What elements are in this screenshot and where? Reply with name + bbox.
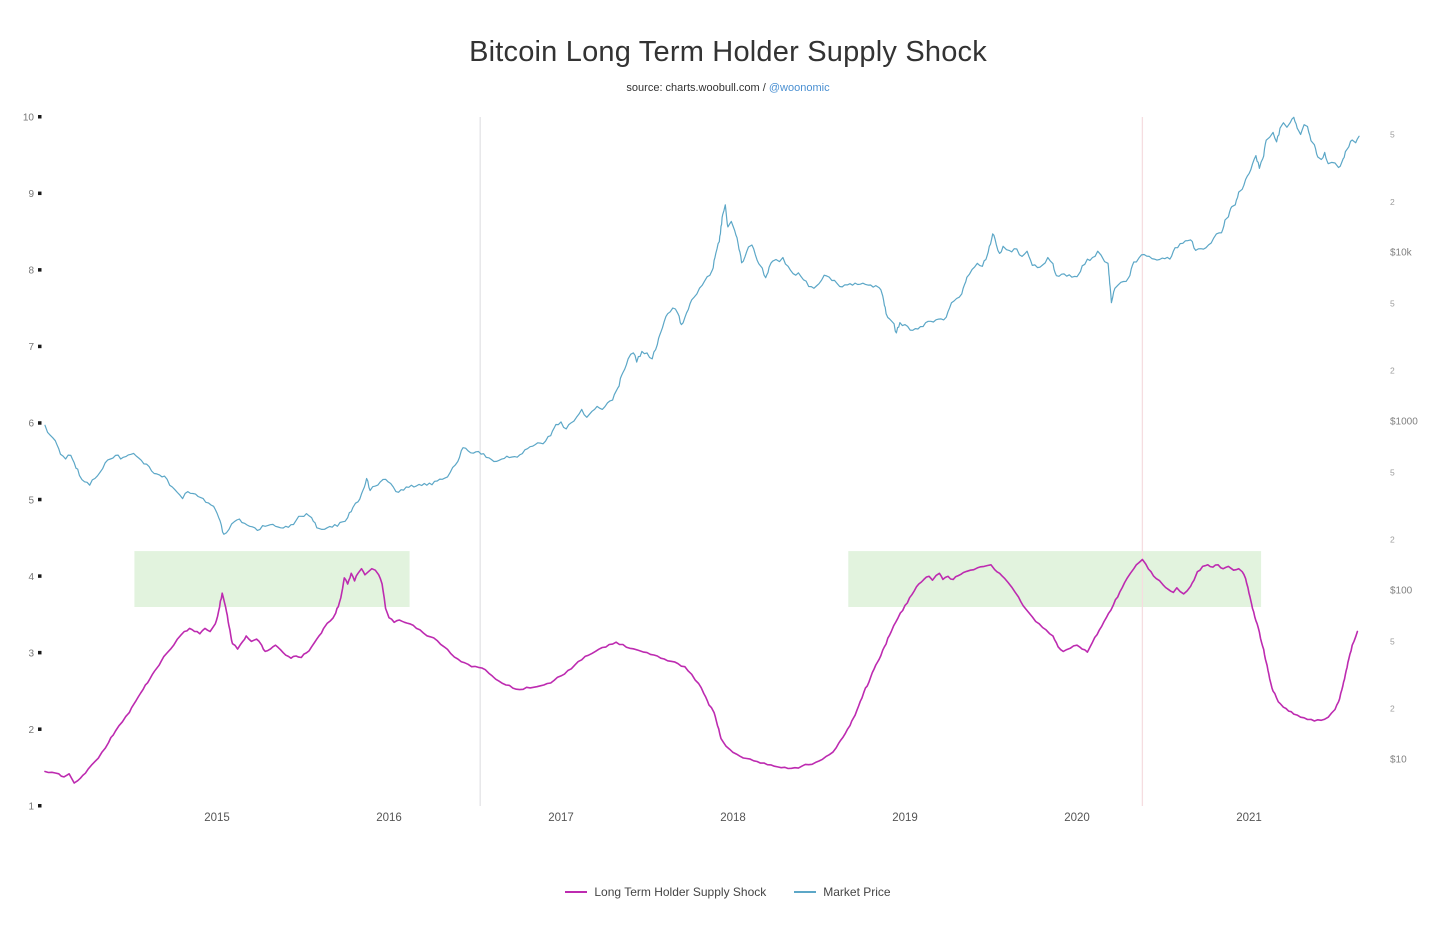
left-axis-tick-square xyxy=(38,191,42,196)
right-axis-tick-label: 2 xyxy=(1390,197,1395,207)
left-axis-tick-square xyxy=(38,344,42,349)
left-axis-tick-label: 9 xyxy=(28,189,34,200)
right-axis-tick-label: 2 xyxy=(1390,535,1395,545)
right-axis-tick-label: 2 xyxy=(1390,366,1395,376)
left-axis-tick-square xyxy=(38,574,42,578)
right-axis-tick-label: 5 xyxy=(1390,130,1395,140)
right-axis-tick-label: $100 xyxy=(1390,585,1413,596)
right-axis-tick-label: 5 xyxy=(1390,298,1395,308)
left-axis-tick-square xyxy=(38,804,42,808)
supply-shock-series-line xyxy=(44,558,1359,784)
left-axis-tick-label: 4 xyxy=(28,572,34,583)
source-text: source: charts.woobull.com / xyxy=(626,82,769,94)
legend-label-supply-shock: Long Term Holder Supply Shock xyxy=(594,885,767,899)
left-axis-tick-square xyxy=(38,268,42,272)
page-title: Bitcoin Long Term Holder Supply Shock xyxy=(469,36,987,68)
right-axis-tick-label: 5 xyxy=(1390,467,1395,477)
woonomic-link[interactable]: @woonomic xyxy=(768,82,830,94)
legend-label-market-price: Market Price xyxy=(823,885,891,899)
x-axis-tick-label: 2016 xyxy=(376,812,402,824)
x-axis-tick-label: 2015 xyxy=(204,812,230,824)
left-axis-tick-square xyxy=(38,650,42,655)
left-axis-tick-label: 2 xyxy=(28,725,34,736)
x-axis-tick-label: 2018 xyxy=(720,812,746,824)
left-axis-tick-label: 7 xyxy=(28,342,34,353)
market-price-line-swatch xyxy=(794,891,817,893)
legend-item-supply-shock[interactable]: Long Term Holder Supply Shock xyxy=(565,885,766,899)
right-axis-tick-label: $10k xyxy=(1390,248,1413,259)
x-axis-tick-label: 2020 xyxy=(1064,812,1090,824)
left-axis-tick-label: 3 xyxy=(28,648,34,659)
left-axis-tick-square xyxy=(38,727,42,731)
chart-source: source: charts.woobull.com / @woonomic xyxy=(0,82,1456,94)
x-axis-tick-label: 2021 xyxy=(1236,812,1262,824)
accumulation-band-1 xyxy=(134,551,410,607)
accumulation-band-2 xyxy=(848,551,1262,607)
left-axis-tick-label: 8 xyxy=(28,266,34,277)
left-axis-tick-label: 5 xyxy=(28,495,34,506)
legend-item-market-price[interactable]: Market Price xyxy=(794,885,891,899)
supply-shock-line-swatch xyxy=(565,891,588,893)
right-axis-tick-label: $10 xyxy=(1390,754,1407,765)
x-axis-tick-label: 2017 xyxy=(548,812,574,824)
left-axis-tick-square xyxy=(38,421,42,425)
market-price-series-line xyxy=(44,116,1360,535)
left-axis-tick-label: 6 xyxy=(28,419,34,430)
right-axis-tick-label: $1000 xyxy=(1390,417,1418,428)
right-axis-tick-label: 2 xyxy=(1390,704,1395,714)
left-axis-tick-label: 10 xyxy=(23,113,35,124)
left-axis-tick-label: 1 xyxy=(28,802,34,813)
right-axis-tick-label: 5 xyxy=(1390,636,1395,646)
left-axis-tick-square xyxy=(38,497,42,502)
legend: Long Term Holder Supply Shock Market Pri… xyxy=(0,885,1456,899)
x-axis-tick-label: 2019 xyxy=(892,812,918,824)
left-axis-tick-square xyxy=(38,115,42,119)
